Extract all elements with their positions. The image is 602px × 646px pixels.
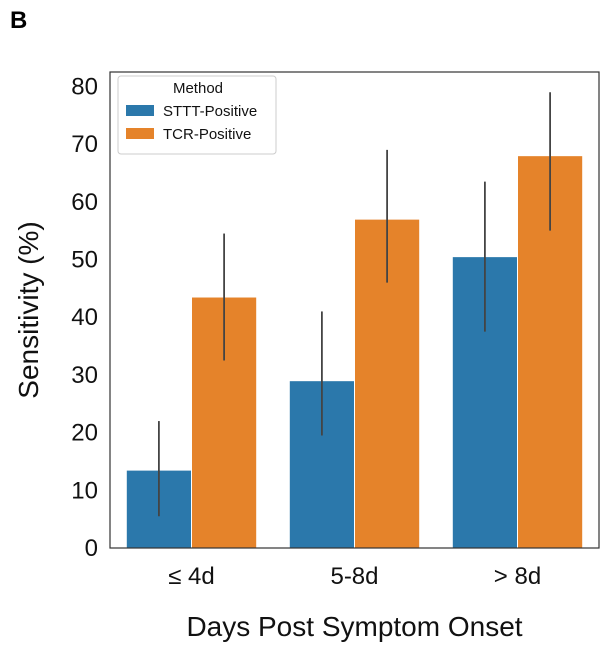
y-tick-label: 30	[71, 362, 98, 389]
x-axis-title: Days Post Symptom Onset	[186, 611, 522, 642]
y-tick-label: 70	[71, 131, 98, 158]
y-tick-label: 10	[71, 477, 98, 504]
plot-frame	[109, 71, 600, 549]
bars-layer	[125, 155, 584, 549]
x-axis: ≤ 4d 5-8d > 8d	[168, 563, 541, 590]
legend-swatch	[126, 128, 154, 139]
x-tick-label: 5-8d	[330, 563, 378, 590]
y-tick-label: 40	[71, 304, 98, 331]
y-axis: 0 10 20 30 40 50 60 70 80	[71, 73, 98, 562]
x-tick-label: ≤ 4d	[168, 563, 215, 590]
y-axis-title: Sensitivity (%)	[13, 221, 44, 398]
legend: Method STTT-Positive TCR-Positive	[117, 75, 277, 155]
errorbars-layer	[157, 92, 551, 517]
y-tick-label: 20	[71, 420, 98, 447]
legend-label: TCR-Positive	[163, 126, 251, 143]
y-tick-label: 80	[71, 73, 98, 100]
legend-label: STTT-Positive	[163, 103, 257, 120]
y-tick-label: 0	[85, 535, 98, 562]
legend-title: Method	[173, 80, 223, 97]
legend-box	[117, 75, 277, 155]
x-tick-label: > 8d	[494, 563, 541, 590]
y-tick-label: 50	[71, 247, 98, 274]
legend-swatch	[126, 105, 154, 116]
y-tick-label: 60	[71, 189, 98, 216]
panel-label: B	[10, 7, 28, 34]
